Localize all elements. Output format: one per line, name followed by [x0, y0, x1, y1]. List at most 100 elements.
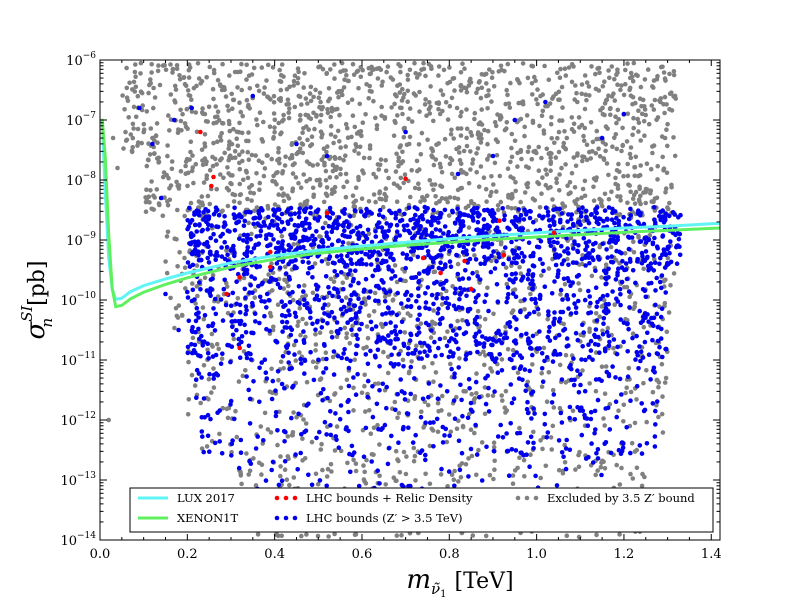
- series-point-excluded-by-3-5-z-bound: [518, 271, 524, 276]
- series-point-excluded-by-3-5-z-bound: [183, 171, 188, 176]
- series-point-excluded-by-3-5-z-bound: [582, 73, 588, 78]
- series-point-lhc-bounds-z-3-5-tev-: [257, 233, 263, 239]
- series-point-lhc-bounds-z-3-5-tev-: [251, 330, 256, 336]
- series-point-excluded-by-3-5-z-bound: [244, 77, 249, 82]
- series-point-lhc-bounds-z-3-5-tev-: [487, 336, 493, 341]
- series-point-excluded-by-3-5-z-bound: [317, 90, 323, 96]
- series-point-lhc-bounds-z-3-5-tev-: [415, 317, 421, 322]
- series-point-lhc-bounds-z-3-5-tev-: [365, 252, 370, 257]
- series-point-lhc-bounds-z-3-5-tev-: [558, 287, 564, 293]
- series-point-excluded-by-3-5-z-bound: [427, 481, 433, 487]
- series-point-lhc-bounds-z-3-5-tev-: [245, 248, 250, 254]
- series-point-excluded-by-3-5-z-bound: [509, 145, 514, 151]
- series-point-lhc-bounds-z-3-5-tev-: [267, 278, 273, 284]
- series-point-lhc-bounds-z-3-5-tev-: [637, 344, 642, 349]
- series-point-lhc-bounds-z-3-5-tev-: [465, 415, 471, 421]
- series-point-excluded-by-3-5-z-bound: [548, 159, 554, 165]
- series-point-excluded-by-3-5-z-bound: [431, 379, 436, 385]
- series-point-lhc-bounds-z-3-5-tev-: [314, 229, 319, 234]
- series-point-excluded-by-3-5-z-bound: [334, 164, 340, 170]
- series-point-lhc-bounds-z-3-5-tev-: [401, 364, 406, 369]
- series-point-lhc-bounds-z-3-5-tev-: [551, 319, 556, 325]
- series-point-lhc-bounds-z-3-5-tev-: [593, 377, 599, 382]
- series-point-excluded-by-3-5-z-bound: [332, 184, 338, 190]
- series-point-excluded-by-3-5-z-bound: [634, 447, 640, 453]
- series-point-excluded-by-3-5-z-bound: [552, 140, 557, 146]
- series-point-lhc-bounds-z-3-5-tev-: [427, 420, 433, 426]
- series-point-excluded-by-3-5-z-bound: [498, 63, 504, 69]
- series-point-lhc-bounds-z-3-5-tev-: [282, 385, 287, 391]
- series-point-lhc-bounds-z-3-5-tev-: [384, 251, 389, 257]
- series-point-excluded-by-3-5-z-bound: [241, 177, 246, 183]
- series-point-lhc-bounds-z-3-5-tev-: [287, 312, 292, 318]
- series-point-lhc-bounds-z-3-5-tev-: [206, 323, 211, 329]
- series-point-excluded-by-3-5-z-bound: [600, 458, 605, 464]
- series-point-excluded-by-3-5-z-bound: [435, 429, 441, 435]
- series-point-lhc-bounds-z-3-5-tev-: [190, 287, 196, 293]
- series-point-lhc-bounds-z-3-5-tev-: [551, 352, 556, 357]
- series-point-lhc-bounds-z-3-5-tev-: [359, 257, 364, 262]
- series-point-excluded-by-3-5-z-bound: [398, 69, 403, 75]
- series-point-excluded-by-3-5-z-bound: [515, 164, 520, 169]
- series-point-lhc-bounds-z-3-5-tev-: [287, 366, 292, 372]
- series-point-excluded-by-3-5-z-bound: [394, 279, 400, 285]
- series-point-lhc-bounds-z-3-5-tev-: [396, 440, 401, 446]
- series-point-lhc-bounds-z-3-5-tev-: [615, 270, 620, 275]
- series-point-lhc-bounds-z-3-5-tev-: [556, 332, 562, 338]
- series-point-excluded-by-3-5-z-bound: [413, 478, 418, 483]
- series-point-excluded-by-3-5-z-bound: [278, 473, 283, 479]
- series-point-excluded-by-3-5-z-bound: [346, 241, 351, 246]
- series-point-excluded-by-3-5-z-bound: [332, 391, 338, 396]
- series-point-lhc-bounds-z-3-5-tev-: [673, 232, 678, 238]
- series-point-lhc-bounds-z-3-5-tev-: [501, 261, 506, 267]
- series-point-excluded-by-3-5-z-bound: [476, 447, 481, 453]
- series-point-lhc-bounds-z-3-5-tev-: [397, 329, 403, 335]
- series-point-excluded-by-3-5-z-bound: [407, 67, 413, 73]
- series-point-lhc-bounds-z-3-5-tev-: [527, 311, 532, 317]
- series-point-excluded-by-3-5-z-bound: [580, 158, 585, 164]
- series-point-excluded-by-3-5-z-bound: [510, 347, 516, 353]
- series-point-excluded-by-3-5-z-bound: [638, 201, 643, 207]
- series-point-excluded-by-3-5-z-bound: [309, 439, 315, 445]
- series-point-lhc-bounds-z-3-5-tev-: [229, 453, 234, 458]
- series-point-excluded-by-3-5-z-bound: [323, 178, 329, 183]
- series-point-excluded-by-3-5-z-bound: [240, 149, 245, 154]
- series-point-excluded-by-3-5-z-bound: [366, 96, 372, 101]
- series-point-excluded-by-3-5-z-bound: [383, 186, 389, 191]
- series-point-excluded-by-3-5-z-bound: [315, 481, 321, 487]
- series-point-lhc-bounds-z-3-5-tev-: [264, 291, 270, 297]
- series-point-excluded-by-3-5-z-bound: [277, 78, 283, 84]
- series-point-lhc-bounds-z-3-5-tev-: [522, 297, 527, 302]
- series-point-lhc-bounds-z-3-5-tev-: [425, 206, 430, 211]
- series-point-lhc-bounds-z-3-5-tev-: [344, 356, 350, 362]
- series-point-lhc-bounds-z-3-5-tev-: [255, 283, 261, 289]
- series-point-lhc-bounds-z-3-5-tev-: [338, 403, 344, 408]
- series-point-lhc-bounds-z-3-5-tev-: [662, 265, 668, 270]
- series-point-excluded-by-3-5-z-bound: [468, 427, 474, 433]
- series-point-lhc-bounds-z-3-5-tev-: [630, 335, 635, 341]
- series-point-lhc-bounds-z-3-5-tev-: [514, 260, 519, 266]
- series-point-lhc-bounds-z-3-5-tev-: [368, 262, 374, 267]
- series-point-lhc-bounds-z-3-5-tev-: [653, 422, 658, 427]
- series-point-lhc-bounds-z-3-5-tev-: [361, 454, 367, 460]
- series-point-lhc-bounds-z-3-5-tev-: [357, 223, 363, 229]
- series-point-lhc-bounds-z-3-5-tev-: [341, 351, 346, 356]
- series-point-lhc-bounds-z-3-5-tev-: [219, 451, 225, 456]
- series-point-excluded-by-3-5-z-bound: [279, 186, 285, 191]
- series-point-lhc-bounds-z-3-5-tev-: [440, 286, 446, 291]
- series-point-lhc-bounds-z-3-5-tev-: [348, 358, 353, 364]
- series-point-lhc-bounds-z-3-5-tev-: [395, 290, 401, 296]
- series-point-excluded-by-3-5-z-bound: [637, 172, 643, 178]
- series-point-excluded-by-3-5-z-bound: [462, 66, 467, 71]
- series-point-excluded-by-3-5-z-bound: [618, 87, 623, 93]
- series-point-lhc-bounds-z-3-5-tev-: [471, 206, 477, 211]
- series-point-lhc-bounds-z-3-5-tev-: [583, 255, 588, 260]
- series-point-excluded-by-3-5-z-bound: [669, 182, 674, 188]
- series-point-excluded-by-3-5-z-bound: [130, 145, 135, 150]
- series-point-lhc-bounds-z-3-5-tev-: [609, 217, 615, 222]
- series-point-lhc-bounds-z-3-5-tev-: [296, 284, 302, 289]
- series-point-excluded-by-3-5-z-bound: [391, 133, 397, 138]
- series-point-lhc-bounds-z-3-5-tev-: [558, 410, 564, 416]
- series-point-excluded-by-3-5-z-bound: [297, 350, 302, 355]
- series-point-excluded-by-3-5-z-bound: [182, 121, 188, 126]
